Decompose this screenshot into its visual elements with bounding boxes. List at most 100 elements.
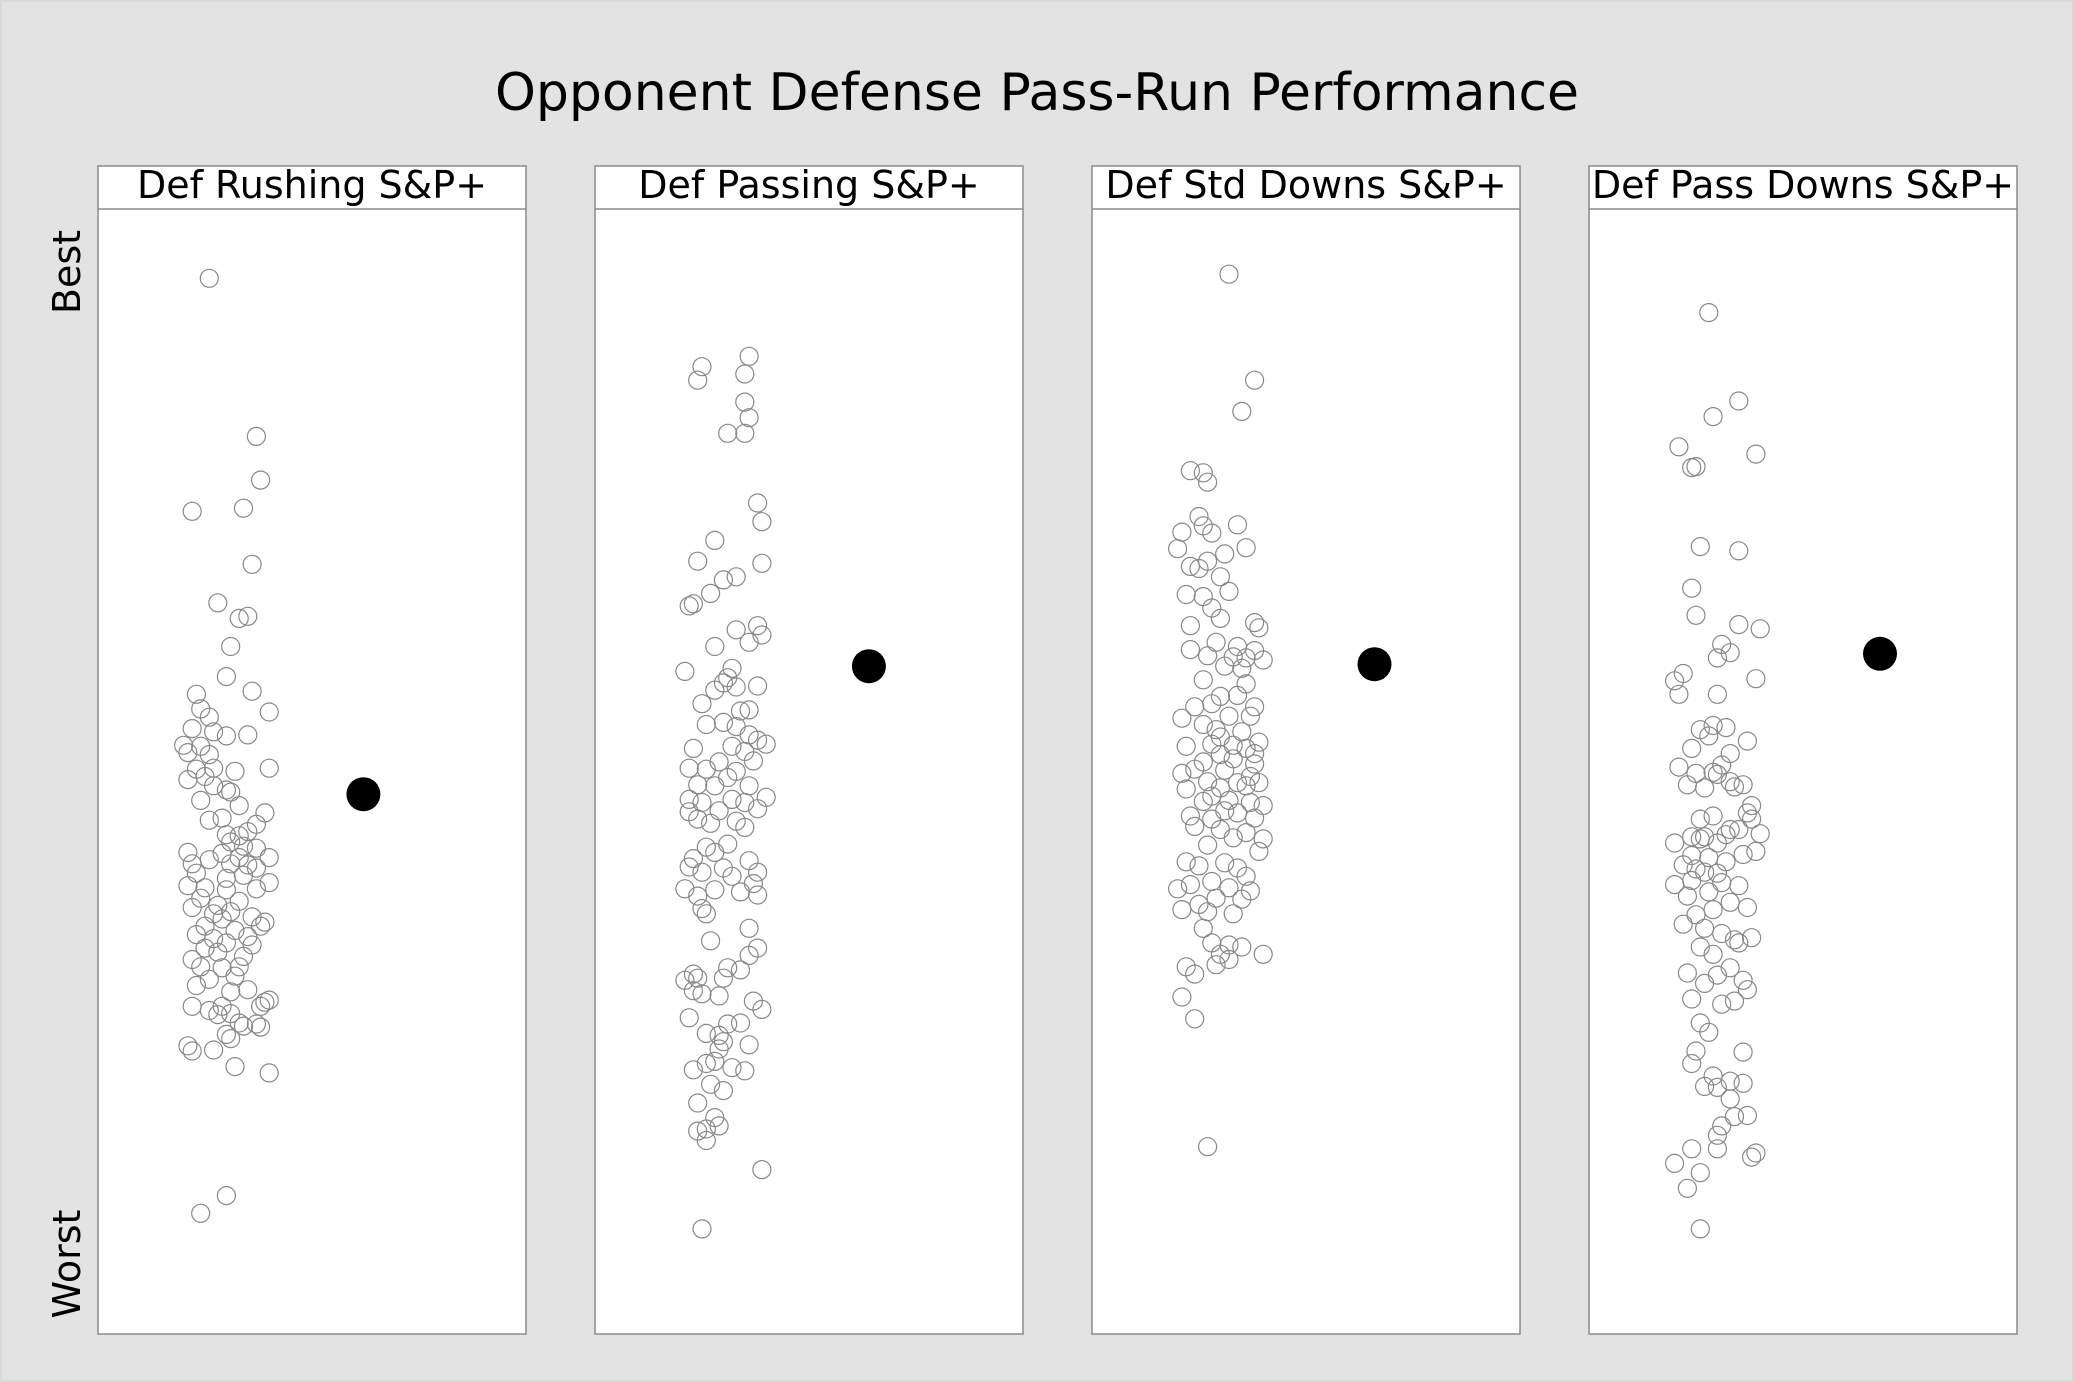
data-point	[1244, 697, 1265, 717]
data-point	[1185, 964, 1205, 984]
panels-group: Def Rushing S&P+ Def Passing S&P+ Def Std …	[97, 163, 2018, 1335]
data-point	[1176, 736, 1196, 756]
data-point	[1236, 822, 1256, 843]
data-point	[1682, 1053, 1702, 1074]
data-point	[1172, 899, 1192, 920]
data-point	[1673, 855, 1693, 875]
data-point	[1733, 844, 1753, 865]
data-point	[246, 1014, 266, 1034]
data-point	[696, 714, 716, 735]
data-point	[1720, 958, 1740, 978]
panel-frame	[97, 165, 527, 1335]
data-point	[1664, 874, 1685, 895]
data-point	[229, 795, 249, 816]
data-point	[1240, 706, 1261, 726]
data-point	[747, 616, 768, 636]
data-point	[1197, 646, 1218, 666]
data-point	[705, 530, 725, 551]
data-point	[1694, 778, 1715, 798]
data-point	[679, 758, 699, 778]
highlight-point	[851, 649, 886, 684]
data-point	[705, 880, 725, 900]
data-point	[1682, 1139, 1702, 1159]
data-point	[1703, 715, 1723, 736]
data-point	[1729, 614, 1749, 635]
data-point	[238, 980, 258, 1000]
data-point	[1733, 1042, 1753, 1062]
data-point	[216, 726, 236, 746]
y-axis-best-label: Best	[45, 230, 89, 314]
data-point	[259, 990, 279, 1010]
data-point	[178, 742, 198, 763]
data-point	[1167, 539, 1188, 559]
data-point	[1724, 777, 1745, 797]
data-point	[259, 758, 279, 778]
data-point	[1197, 772, 1218, 792]
data-point	[1707, 1077, 1728, 1098]
data-point	[722, 866, 742, 886]
data-point	[212, 909, 232, 929]
data-point	[259, 702, 279, 722]
data-point	[195, 938, 215, 958]
data-point	[238, 855, 258, 875]
data-point	[221, 782, 241, 802]
data-point	[722, 658, 742, 678]
data-point	[1232, 889, 1252, 909]
data-point	[1206, 888, 1226, 908]
data-point	[1664, 671, 1685, 691]
data-point	[1724, 1106, 1745, 1127]
data-point	[233, 1016, 254, 1036]
data-point	[675, 661, 695, 682]
data-point	[683, 738, 704, 759]
data-point	[709, 1039, 729, 1059]
data-point	[1185, 816, 1205, 837]
data-point	[747, 862, 768, 882]
panel-title: Def Std Downs S&P+	[1105, 163, 1506, 207]
data-point	[752, 999, 772, 1020]
data-point	[1210, 744, 1231, 765]
data-point	[1737, 731, 1758, 751]
data-point	[1172, 708, 1192, 728]
data-point	[1219, 949, 1239, 970]
data-point	[186, 975, 206, 996]
data-point	[696, 759, 716, 779]
data-point	[233, 865, 254, 885]
data-point	[735, 364, 755, 384]
data-point	[1737, 1105, 1758, 1126]
highlight-point	[346, 777, 381, 812]
data-point	[688, 809, 708, 829]
data-point	[1185, 759, 1205, 779]
data-point	[1193, 714, 1213, 735]
data-point	[1180, 639, 1201, 660]
data-point	[683, 594, 704, 614]
data-point	[739, 945, 759, 966]
data-point	[238, 606, 258, 626]
data-point	[1729, 391, 1749, 411]
panel-1: Def Rushing S&P+	[97, 163, 527, 1335]
data-point	[1197, 1137, 1218, 1157]
data-point	[199, 1000, 219, 1021]
data-point	[208, 593, 228, 613]
data-point	[1690, 536, 1710, 557]
data-point	[1197, 835, 1218, 855]
panel-3: Def Std Downs S&P+	[1091, 163, 1521, 1335]
data-point	[1249, 618, 1269, 638]
data-point	[1176, 852, 1196, 872]
data-point	[730, 701, 751, 721]
data-point	[1180, 556, 1201, 577]
data-point	[1189, 506, 1209, 527]
data-point	[1737, 980, 1758, 1000]
data-point	[747, 799, 768, 819]
data-point	[1176, 584, 1196, 605]
data-point	[1707, 648, 1728, 668]
data-point	[178, 1036, 198, 1056]
data-point	[225, 966, 245, 986]
data-point	[688, 370, 708, 390]
data-point	[1699, 726, 1719, 746]
data-point	[182, 718, 202, 739]
data-point	[233, 836, 254, 856]
data-point	[1249, 773, 1269, 793]
data-point	[238, 926, 258, 947]
data-point	[1703, 407, 1723, 427]
data-point	[1694, 827, 1715, 847]
